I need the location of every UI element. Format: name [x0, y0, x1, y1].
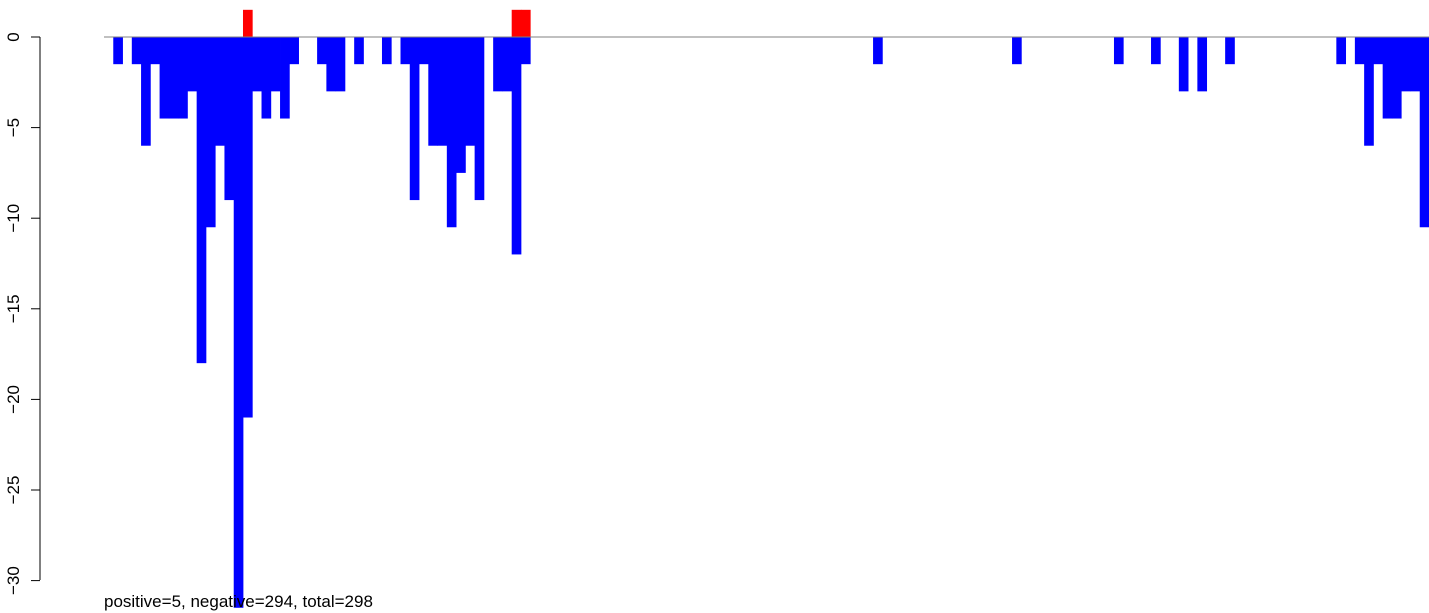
bar — [381, 37, 392, 65]
bar — [113, 37, 123, 65]
bar — [1382, 37, 1393, 119]
bar — [1225, 37, 1235, 65]
bar — [187, 37, 198, 92]
bar — [520, 37, 531, 65]
bar — [1401, 37, 1411, 92]
bar — [141, 37, 151, 146]
bar — [1354, 37, 1365, 65]
bar — [493, 37, 503, 92]
bar — [205, 37, 216, 228]
bar — [520, 9, 531, 37]
bar — [354, 37, 364, 65]
bar — [131, 37, 142, 65]
bar — [1197, 37, 1208, 92]
bar — [419, 37, 429, 65]
bar — [1419, 37, 1429, 228]
bar — [1391, 37, 1402, 119]
bar — [428, 37, 438, 146]
bar — [159, 37, 170, 119]
bar — [511, 9, 522, 37]
bar — [317, 37, 327, 65]
bar — [502, 37, 513, 92]
bar — [437, 37, 448, 146]
y-tick-label: −30 — [4, 566, 23, 595]
bar — [1151, 37, 1161, 65]
bar — [1410, 37, 1421, 92]
bar — [400, 37, 411, 65]
bar — [873, 37, 883, 65]
bar — [270, 37, 281, 92]
bar — [1178, 37, 1189, 92]
bar — [215, 37, 225, 146]
bar — [511, 37, 522, 255]
bar — [1364, 37, 1374, 146]
summary-footer: positive=5, negative=294, total=298 — [104, 592, 373, 611]
bar — [261, 37, 272, 119]
bar — [224, 37, 235, 201]
bars-layer — [113, 9, 1429, 608]
bar — [446, 37, 457, 228]
bar — [326, 37, 337, 92]
y-tick-label: −15 — [4, 294, 23, 323]
bar — [465, 37, 476, 146]
bar — [289, 37, 299, 65]
bar — [150, 37, 160, 65]
y-tick-label: −5 — [4, 118, 23, 137]
bar — [178, 37, 188, 119]
bar — [1012, 37, 1022, 65]
bar — [242, 9, 253, 37]
bar — [1336, 37, 1347, 65]
y-tick-label: −10 — [4, 204, 23, 233]
bar — [335, 37, 346, 92]
y-axis: 0 −5 −10 −15 −20 −25 −30 — [4, 32, 41, 595]
y-tick-label: −25 — [4, 476, 23, 505]
bar — [280, 37, 290, 119]
y-tick-label: −20 — [4, 385, 23, 414]
bar — [242, 37, 253, 418]
bar — [456, 37, 466, 173]
bar — [1373, 37, 1384, 65]
bar — [409, 37, 420, 201]
bar — [233, 37, 244, 608]
y-tick-label: 0 — [4, 32, 23, 41]
bar — [1113, 37, 1124, 65]
bar — [474, 37, 485, 201]
bar — [196, 37, 207, 364]
bar — [252, 37, 262, 92]
bar — [168, 37, 179, 119]
